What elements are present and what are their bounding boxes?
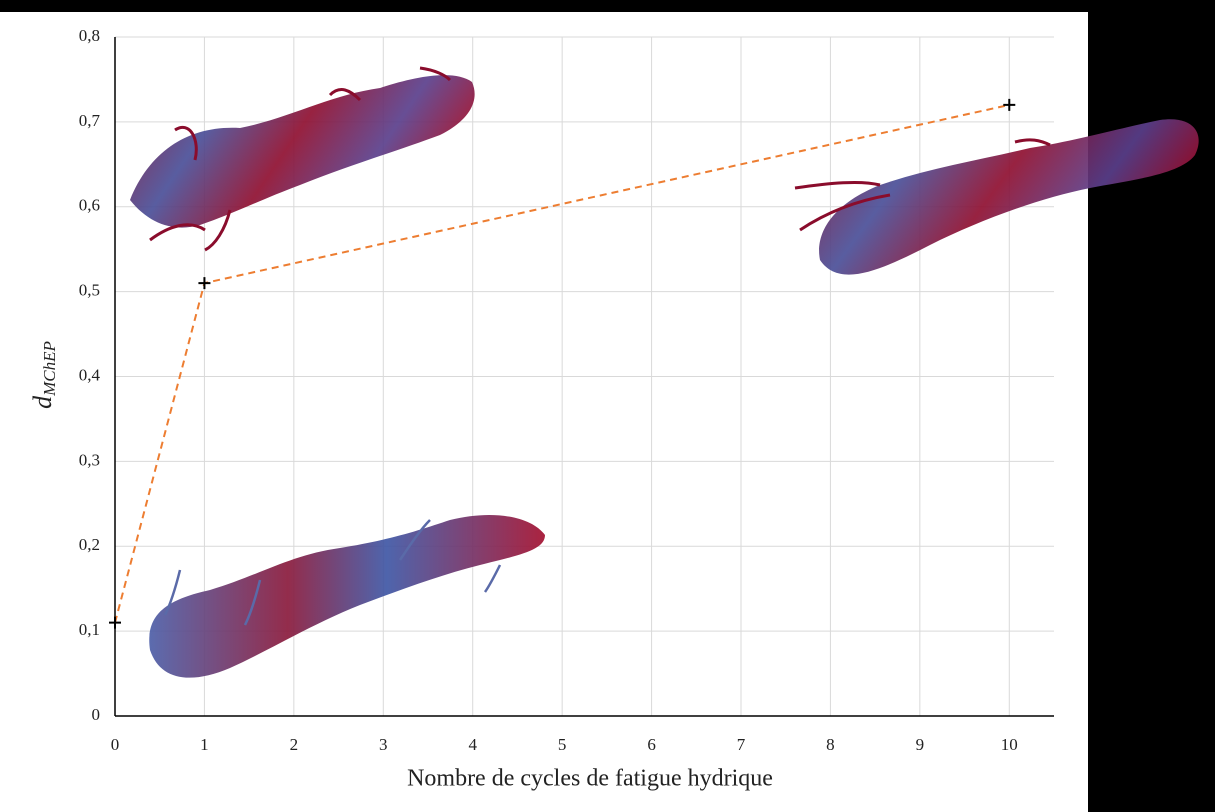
- x-tick-label: 10: [1001, 735, 1018, 754]
- fiber-blobs: [130, 66, 1199, 678]
- x-tick-label: 2: [290, 735, 299, 754]
- plot: 0 0,1 0,2 0,3 0,4 0,5 0,6 0,7 0,8 0 1 2 3 4 5 6 7 8 9 10: [79, 26, 1054, 754]
- x-tick-label: 7: [737, 735, 746, 754]
- y-axis-label-sub: MChEP: [40, 341, 59, 397]
- y-axis-label-main: d: [28, 395, 57, 409]
- fiber-strands: [794, 138, 1051, 232]
- x-tick-label: 1: [200, 735, 209, 754]
- x-tick-label: 3: [379, 735, 388, 754]
- point-marker: [1003, 98, 1016, 111]
- y-tick-label: 0: [92, 705, 101, 724]
- point-marker: [109, 616, 121, 629]
- y-tick-label: 0,7: [79, 111, 101, 130]
- y-tick-label: 0,5: [79, 281, 100, 300]
- x-tick-label: 5: [558, 735, 567, 754]
- fiber-blob: [130, 75, 475, 228]
- y-tick-label: 0,2: [79, 535, 100, 554]
- y-tick-label: 0,3: [79, 450, 100, 469]
- x-tick-label: 0: [111, 735, 120, 754]
- fiber-strands: [163, 519, 502, 626]
- top-band: [0, 0, 1215, 12]
- x-tick-label: 9: [916, 735, 925, 754]
- y-tick-label: 0,1: [79, 620, 100, 639]
- point-marker: [198, 277, 211, 290]
- fiber-blob: [149, 515, 545, 678]
- fiber-strands: [149, 66, 452, 252]
- y-tick-label: 0,6: [79, 196, 100, 215]
- y-axis-label: dMChEP: [28, 341, 59, 409]
- fiber-blob: [819, 119, 1199, 275]
- x-tick-label: 4: [468, 735, 477, 754]
- x-tick-label: 8: [826, 735, 835, 754]
- x-axis-label: Nombre de cycles de fatigue hydrique: [407, 766, 773, 792]
- y-tick-label: 0,8: [79, 26, 100, 45]
- x-tick-label: 6: [647, 735, 656, 754]
- y-tick-label: 0,4: [79, 365, 101, 384]
